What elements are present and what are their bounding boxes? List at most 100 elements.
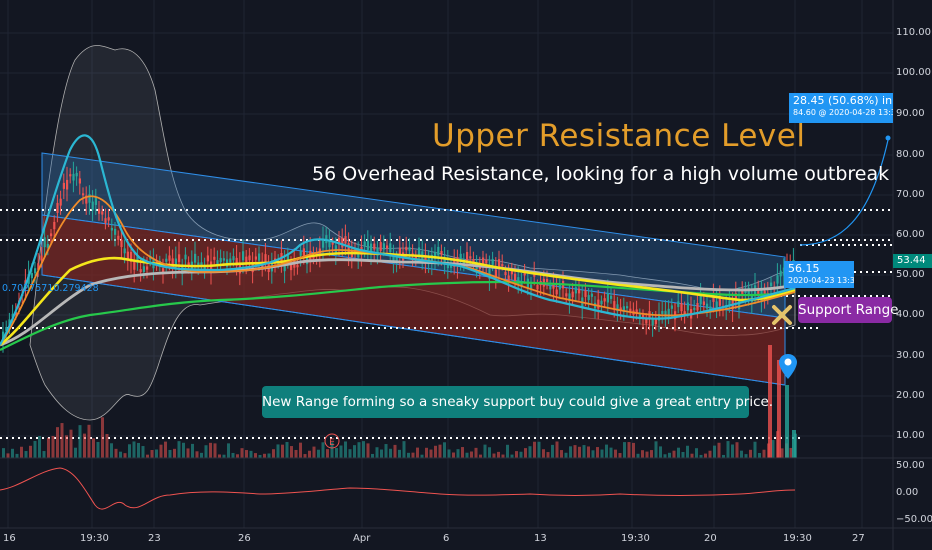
time-tick: 16 [3, 533, 16, 544]
volume-bar [722, 454, 725, 458]
volume-bar [443, 442, 446, 458]
volume-bar [456, 449, 460, 458]
volume-bar [573, 445, 577, 458]
candle-body [120, 239, 123, 248]
candle-body [680, 303, 683, 312]
volume-bar [254, 453, 257, 458]
volume-bar [276, 444, 280, 458]
volume-bar [488, 447, 491, 458]
candle-body [584, 290, 587, 297]
time-tick: 19:30 [80, 533, 109, 544]
candle-body [398, 248, 401, 258]
candle-body [610, 295, 613, 299]
volume-bar [699, 454, 703, 458]
time-tick: 19:30 [621, 533, 650, 544]
candle-body [696, 302, 699, 311]
candle-body [507, 275, 510, 284]
candle-body [101, 211, 104, 215]
volume-bar [726, 441, 730, 458]
volume-bar [227, 443, 230, 458]
candle-body [82, 193, 85, 196]
point-tooltip[interactable]: 56.15 2020-04-23 13:30 [784, 261, 854, 288]
point-price: 56.15 [788, 262, 820, 275]
volume-bar [299, 442, 302, 458]
candle-body [606, 293, 609, 303]
candle-body [702, 301, 705, 306]
price-tick: 30.00 [896, 350, 925, 361]
candle-body [613, 301, 616, 310]
candle-body [98, 208, 101, 214]
candle-body [322, 239, 325, 248]
candle-body [168, 255, 171, 261]
time-tick: 19:30 [783, 533, 812, 544]
candle-body [379, 242, 382, 251]
level-lines [0, 209, 893, 439]
measure-tooltip[interactable]: 28.45 (50.68%) in 5d 84.60 @ 2020-04-28 … [789, 93, 893, 123]
candle-body [408, 247, 411, 251]
range-callout[interactable]: New Range forming so a sneaky support bu… [262, 386, 773, 418]
volume-bar [209, 442, 212, 458]
volume-bar [60, 423, 64, 458]
candle-body [510, 269, 513, 275]
candle-body [699, 295, 702, 305]
candle-body [91, 201, 94, 211]
volume-bar [402, 441, 406, 458]
candle-body [494, 269, 497, 277]
candle-body [216, 260, 219, 265]
candle-body [626, 306, 629, 309]
volume-bar [416, 447, 419, 458]
volume-bar [398, 449, 401, 458]
candle-body [661, 311, 664, 314]
candle-body [658, 313, 661, 321]
candle-body [53, 221, 56, 230]
volume-bar [627, 442, 631, 458]
oscillator-tick: −50.00 [896, 514, 932, 525]
volume-bar [533, 441, 536, 458]
map-pin-icon[interactable] [779, 354, 797, 379]
volume-bar [353, 445, 356, 458]
price-tick: 110.00 [896, 27, 931, 38]
candle-body [469, 256, 472, 259]
candle-body [498, 259, 501, 268]
candle-body [184, 254, 187, 260]
volume-bar [672, 450, 676, 458]
volume-bar [96, 441, 100, 458]
candle-body [741, 289, 744, 295]
volume-bar [380, 449, 383, 458]
candle-body [485, 259, 488, 264]
volume-bar [92, 438, 95, 458]
candle-body [558, 284, 561, 290]
volume-bar [11, 448, 14, 458]
volume-bar [420, 454, 424, 458]
candle-body [491, 258, 494, 265]
price-tick: 90.00 [896, 108, 925, 119]
candle-body [664, 310, 667, 317]
volume-bar [362, 441, 365, 458]
candle-body [30, 273, 33, 279]
volume-bar [83, 433, 86, 458]
volume-bar [263, 453, 266, 458]
price-tick: 100.00 [896, 67, 931, 78]
volume-bar [438, 444, 442, 458]
volume-bar [150, 449, 154, 458]
time-tick: 23 [148, 533, 161, 544]
candle-body [587, 295, 590, 301]
volume-bar [389, 448, 392, 458]
candle-body [466, 252, 469, 261]
volume-bar [177, 441, 181, 458]
candle-body [59, 198, 62, 206]
candle-body [622, 306, 625, 313]
earnings-icon[interactable]: E [324, 433, 340, 449]
support-range-callout[interactable]: Support Range [798, 297, 898, 323]
candle-body [619, 307, 622, 311]
volume-bar [218, 454, 221, 458]
candle-body [142, 266, 145, 273]
candle-body [389, 243, 392, 253]
candle-body [34, 268, 37, 274]
candle-body [171, 258, 174, 268]
candle-body [366, 240, 369, 250]
candle-body [565, 293, 568, 297]
candle-body [88, 194, 91, 203]
volume-bar [326, 449, 329, 458]
